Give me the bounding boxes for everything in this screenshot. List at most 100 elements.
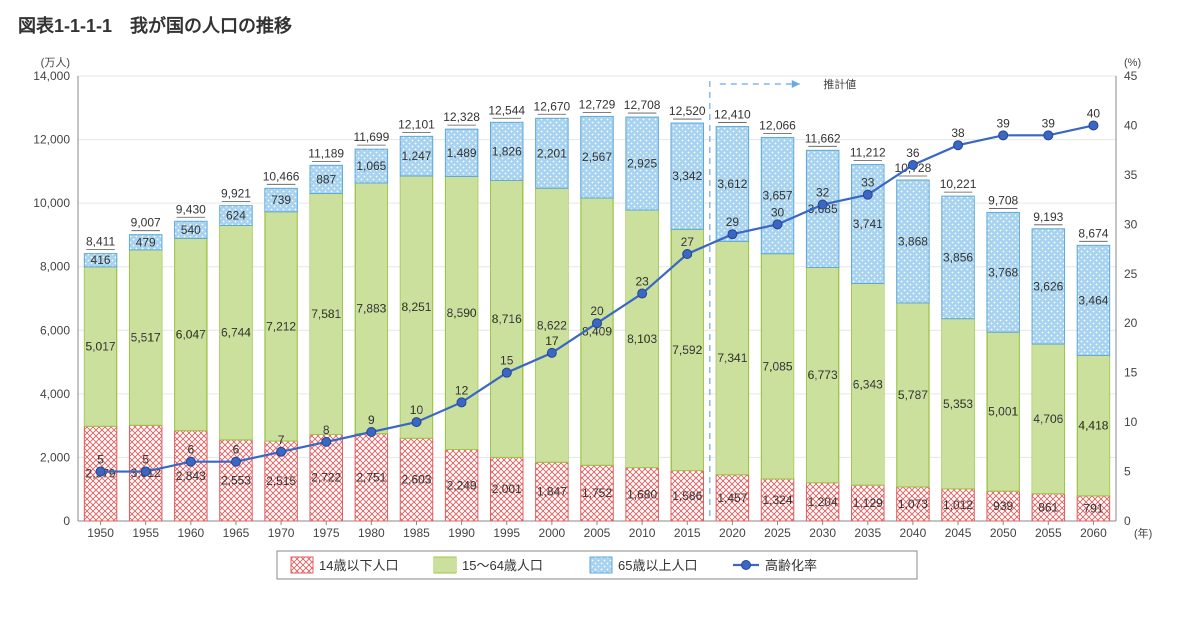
svg-text:35: 35 [1124,168,1138,182]
x-tick-label: 1985 [403,526,430,540]
aging-rate-label: 5 [97,453,104,467]
x-tick-label: 2040 [900,526,927,540]
bar-value-label: 1,489 [447,146,477,160]
aging-rate-point [954,141,963,150]
bar-value-label: 7,085 [763,359,793,373]
aging-rate-label: 36 [906,146,920,160]
x-tick-label: 1960 [177,526,204,540]
x-tick-label: 2030 [809,526,836,540]
aging-rate-label: 33 [861,176,875,190]
bar-value-label: 1,073 [898,497,928,511]
aging-rate-point [96,467,105,476]
aging-rate-label: 27 [681,235,695,249]
bar-value-label: 1,586 [672,489,702,503]
aging-rate-label: 39 [996,116,1010,130]
x-tick-label: 1970 [268,526,295,540]
legend-label: 高齢化率 [765,558,817,573]
bar-value-label: 3,868 [898,234,928,248]
bar-value-label: 5,353 [943,397,973,411]
aging-rate-label: 23 [635,275,649,289]
bar-value-label: 2,567 [582,150,612,164]
x-tick-label: 1975 [313,526,340,540]
aging-rate-label: 6 [233,443,240,457]
bar-value-label: 3,342 [672,169,702,183]
bar-value-label: 1,204 [808,495,838,509]
bar-total-label: 12,328 [443,110,480,124]
bar-value-label: 791 [1083,501,1103,515]
bar-value-label: 3,657 [763,189,793,203]
aging-rate-point [547,348,556,357]
svg-text:12,000: 12,000 [33,133,70,147]
bar-value-label: 5,517 [131,331,161,345]
aging-rate-point [1044,131,1053,140]
bar-value-label: 2,722 [311,471,341,485]
aging-rate-point [999,131,1008,140]
x-tick-label: 2050 [990,526,1017,540]
aging-rate-label: 40 [1087,106,1101,120]
svg-text:8,000: 8,000 [40,260,70,274]
aging-rate-label: 30 [771,205,785,219]
bar-value-label: 1,752 [582,486,612,500]
bar-value-label: 4,706 [1033,412,1063,426]
bar-value-label: 1,247 [401,149,431,163]
x-tick-label: 1995 [493,526,520,540]
x-tick-label: 2060 [1080,526,1107,540]
bar-value-label: 540 [181,223,201,237]
x-tick-label: 2010 [629,526,656,540]
bar-total-label: 9,007 [131,216,161,230]
aging-rate-label: 32 [816,186,830,200]
aging-rate-point [367,428,376,437]
bar-value-label: 7,883 [356,301,386,315]
bar-total-label: 9,921 [221,187,251,201]
bar-value-label: 5,017 [86,340,116,354]
bar-total-label: 12,544 [488,103,525,117]
bar-value-label: 7,212 [266,319,296,333]
svg-text:15: 15 [1124,366,1138,380]
bar-value-label: 887 [316,172,336,186]
bar-value-label: 2,201 [537,146,567,160]
bar-value-label: 2,001 [492,482,522,496]
legend-label: 15～64歳人口 [462,558,543,573]
bar-total-label: 12,729 [579,97,616,111]
bar-value-label: 4,418 [1078,419,1108,433]
aging-rate-point [908,161,917,170]
bar-value-label: 6,773 [808,368,838,382]
aging-rate-label: 5 [142,453,149,467]
svg-text:5: 5 [1124,465,1131,479]
bar-value-label: 3,741 [853,217,883,231]
x-tick-label: 2045 [945,526,972,540]
svg-text:45: 45 [1124,69,1138,83]
bar-value-label: 6,744 [221,326,251,340]
bar-value-label: 2,515 [266,474,296,488]
bar-total-label: 11,212 [850,146,886,160]
bar-value-label: 7,341 [717,351,747,365]
bar-value-label: 739 [271,193,291,207]
svg-text:(%): (%) [1124,57,1141,69]
bar-value-label: 1,065 [356,159,386,173]
aging-rate-point [773,220,782,229]
bar-value-label: 1,826 [492,144,522,158]
bar-total-label: 12,520 [669,104,706,118]
bar-value-label: 861 [1038,500,1058,514]
bar-value-label: 7,581 [311,307,341,321]
aging-rate-point [141,467,150,476]
bar-value-label: 8,716 [492,312,522,326]
bar-total-label: 11,662 [805,131,841,145]
svg-text:0: 0 [1124,514,1131,528]
aging-rate-point [1089,121,1098,130]
aging-rate-point [412,418,421,427]
x-tick-label: 2000 [539,526,566,540]
svg-text:0: 0 [63,514,70,528]
chart-title: 図表1-1-1-1 我が国の人口の推移 [18,12,1176,38]
svg-text:6,000: 6,000 [40,323,70,337]
bar-total-label: 10,221 [940,177,977,191]
bar-value-label: 6,047 [176,328,206,342]
svg-text:推計値: 推計値 [823,77,856,91]
aging-rate-label: 12 [455,383,469,397]
aging-rate-label: 8 [323,423,330,437]
x-tick-label: 2015 [674,526,701,540]
aging-rate-label: 6 [187,443,194,457]
aging-rate-point [277,447,286,456]
bar-value-label: 3,612 [717,177,747,191]
bar-value-label: 7,592 [672,343,702,357]
